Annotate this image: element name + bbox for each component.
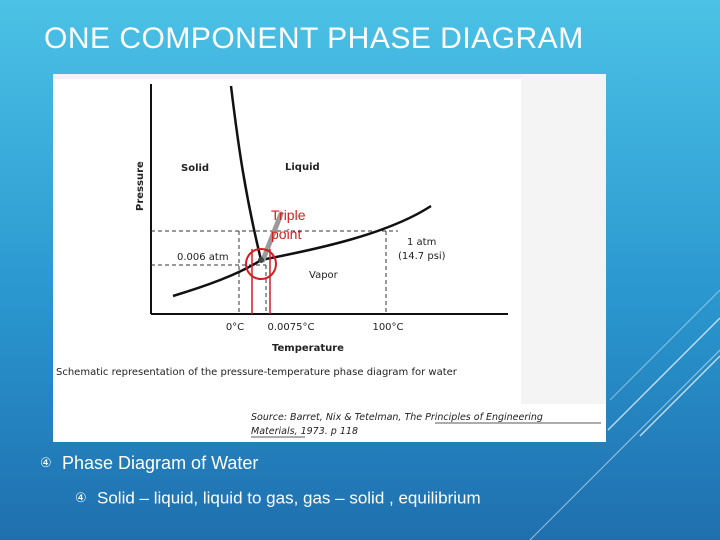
triple-point-pointer: [260, 211, 284, 263]
tick-label-100c: 100°C: [372, 322, 403, 333]
slide-title: ONE COMPONENT PHASE DIAGRAM: [44, 22, 584, 55]
source-citation-line1: Source: Barret, Nix & Tetelman, The Prin…: [251, 412, 543, 423]
triple-point-label-line2: point: [271, 226, 301, 242]
sub-bullet-text: Solid – liquid, liquid to gas, gas – sol…: [97, 488, 481, 508]
solid-liquid-boundary: [229, 85, 263, 261]
phase-diagram-svg: Pressure Temperature Solid Liquid Vapor …: [53, 74, 606, 438]
vapor-region-label: Vapor: [309, 270, 339, 281]
solid-region-label: Solid: [181, 163, 209, 174]
liquid-region-label: Liquid: [285, 162, 320, 173]
triple-point-circle: [245, 248, 277, 280]
figure-caption: Schematic representation of the pressure…: [56, 367, 458, 378]
one-atm-psi-label: (14.7 psi): [398, 251, 446, 262]
liquid-vapor-boundary: [260, 204, 432, 262]
sub-bullet-item: ④ Solid – liquid, liquid to gas, gas – so…: [75, 488, 481, 509]
phase-diagram-figure: Pressure Temperature Solid Liquid Vapor …: [53, 74, 606, 442]
bullet-text: Phase Diagram of Water: [62, 452, 259, 473]
pressure-axis-label: Pressure: [135, 161, 146, 211]
source-citation-line2: Materials, 1973. p 118: [251, 426, 358, 437]
temperature-axis-label: Temperature: [272, 343, 344, 354]
circled-digit-bullet-icon: ④: [40, 455, 52, 471]
tick-label-0c: 0°C: [226, 322, 244, 333]
circled-digit-bullet-icon: ④: [75, 490, 87, 506]
triple-point-marker: [258, 257, 264, 263]
tick-label-triple-point: 0.0075°C: [268, 322, 315, 333]
low-pressure-label: 0.006 atm: [177, 252, 229, 263]
bullet-item: ④ Phase Diagram of Water: [40, 452, 481, 474]
one-atm-label: 1 atm: [407, 237, 436, 248]
solid-vapor-boundary: [172, 258, 262, 298]
triple-point-label-line1: Triple: [271, 207, 306, 223]
bullet-list: ④ Phase Diagram of Water ④ Solid – liquid,…: [40, 452, 481, 508]
